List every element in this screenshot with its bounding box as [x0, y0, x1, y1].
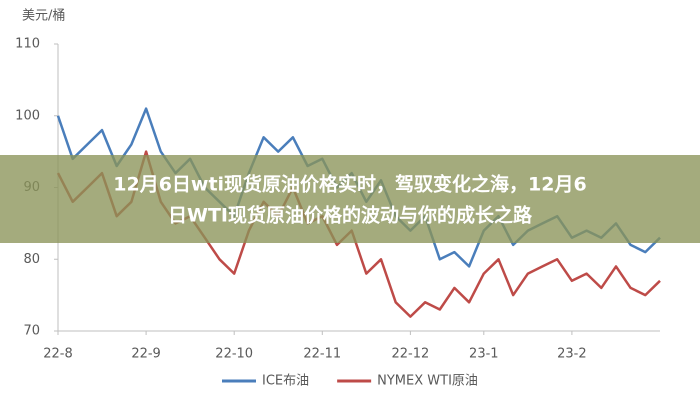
x-tick-label: 23-1 — [469, 347, 499, 362]
y-axis-label: 美元/桶 — [22, 9, 65, 24]
banner-line: 日WTI现货原油价格的波动与你的成长之路 — [168, 204, 533, 227]
x-tick-label: 22-8 — [43, 347, 73, 362]
x-tick-label: 22-10 — [215, 347, 253, 362]
x-tick-label: 22-12 — [391, 347, 429, 362]
x-tick-label: 22-11 — [303, 347, 341, 362]
legend-label: ICE布油 — [262, 374, 309, 389]
x-tick-label: 22-9 — [131, 347, 161, 362]
banner-line: 12月6日wti现货原油价格实时，驾驭变化之海，12月6 — [113, 173, 586, 196]
banner — [0, 155, 700, 243]
y-tick-label: 70 — [23, 324, 40, 339]
x-tick-label: 23-2 — [557, 347, 587, 362]
y-tick-label: 110 — [15, 37, 40, 52]
y-tick-label: 80 — [23, 252, 40, 267]
legend-label: NYMEX WTI原油 — [377, 374, 478, 389]
y-tick-label: 100 — [15, 108, 40, 123]
